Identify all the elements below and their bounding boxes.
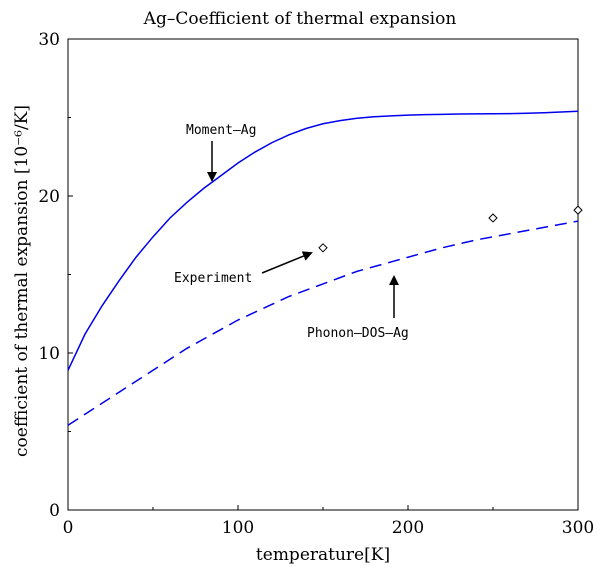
arrow-experiment <box>261 251 313 274</box>
x-tick-label-200: 200 <box>392 518 424 538</box>
y-axis-label: coefficient of thermal expansion [10⁻⁶/K… <box>12 105 32 457</box>
series-layer <box>67 110 583 426</box>
plot-frame <box>67 38 579 511</box>
x-tick-label-0: 0 <box>63 518 74 538</box>
y-tick-label-10: 10 <box>38 344 60 364</box>
series-line-moment-ag <box>67 110 579 371</box>
series-line-phonon-dos-ag <box>67 220 579 426</box>
annotations-layer: Moment–Ag Experiment Phonon–DOS–Ag <box>174 123 409 341</box>
x-tick-label-100: 100 <box>222 518 254 538</box>
annotation-experiment: Experiment <box>174 271 252 286</box>
y-tick-label-20: 20 <box>38 187 60 207</box>
x-tick-label-300: 300 <box>562 518 594 538</box>
chart-title: Ag–Coefficient of thermal expansion <box>143 9 457 29</box>
y-tick-label-30: 30 <box>38 30 60 50</box>
annotation-moment-ag: Moment–Ag <box>186 123 256 138</box>
x-axis-label: temperature[K] <box>256 545 390 565</box>
data-point-experiment-300 <box>573 205 583 215</box>
y-tick-label-0: 0 <box>49 501 60 521</box>
axis-ticks: 0 100 200 300 0 10 20 30 <box>38 30 594 538</box>
annotation-phonon-dos-ag: Phonon–DOS–Ag <box>307 326 409 341</box>
data-point-experiment-150 <box>318 243 328 253</box>
data-point-experiment-250 <box>488 213 498 223</box>
